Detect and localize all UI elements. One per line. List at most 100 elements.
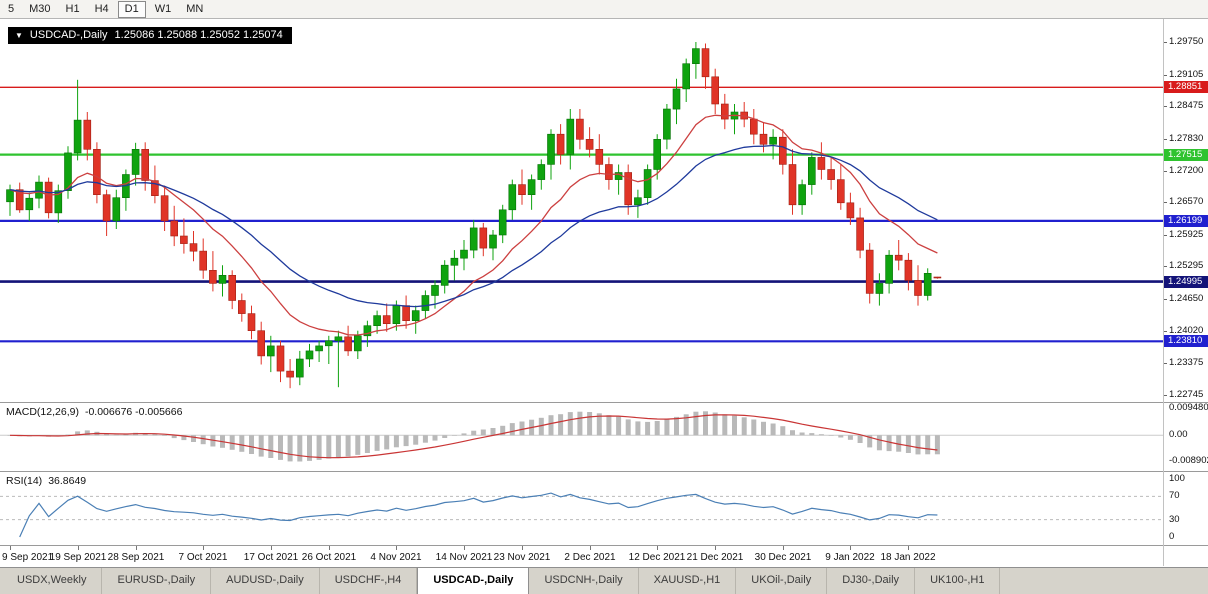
time-axis-tick — [10, 546, 11, 550]
panel-separator[interactable] — [0, 402, 1208, 403]
time-axis-label: 14 Nov 2021 — [435, 552, 493, 563]
price-axis-tick — [1164, 171, 1167, 172]
tab-usdcad-daily[interactable]: USDCAD-,Daily — [417, 568, 530, 594]
time-axis-tick — [590, 546, 591, 550]
price-axis-tick — [1164, 139, 1167, 140]
price-axis-tick — [1164, 202, 1167, 203]
price-axis-label: 1.23375 — [1169, 357, 1204, 369]
tab-uk100-h1[interactable]: UK100-,H1 — [915, 568, 1001, 594]
price-axis-tick — [1164, 266, 1167, 267]
rsi-name: RSI(14) — [6, 475, 43, 487]
time-axis-label: 9 Sep 2021 — [2, 552, 54, 563]
tab-usdx-weekly[interactable]: USDX,Weekly — [2, 568, 103, 594]
macd-axis-label: 0.009480 — [1169, 402, 1208, 413]
dropdown-arrow-icon[interactable]: ▼ — [15, 30, 23, 40]
tab-xauusd-h1[interactable]: XAUUSD-,H1 — [639, 568, 737, 594]
time-axis-label: 19 Sep 2021 — [49, 552, 107, 563]
price-axis-label: 1.24650 — [1169, 293, 1204, 304]
price-tag[interactable]: 1.24995 — [1164, 276, 1208, 288]
rsi-axis-label: 0 — [1169, 531, 1175, 542]
macd-values: -0.006676 -0.005666 — [84, 406, 183, 418]
rsi-canvas — [0, 492, 1163, 538]
chart-tab-bar: USDX,Weekly EURUSD-,Daily AUDUSD-,Daily USD… — [0, 567, 1208, 594]
price-chart-panel[interactable]: ▼ USDCAD-,Daily 1.25086 1.25088 1.25052 … — [0, 19, 1163, 402]
tab-audusd-daily[interactable]: AUDUSD-,Daily — [211, 568, 320, 594]
time-axis-tick — [136, 546, 137, 550]
price-tag[interactable]: 1.26199 — [1164, 215, 1208, 227]
timeframe-button-h1[interactable]: H1 — [65, 2, 80, 15]
price-axis-tick — [1164, 235, 1167, 236]
time-axis-label: 7 Oct 2021 — [178, 552, 228, 563]
time-axis-tick — [522, 546, 523, 550]
rsi-axis-label: 30 — [1169, 514, 1180, 525]
macd-label: MACD(12,26,9) -0.006676 -0.005666 — [6, 406, 188, 418]
symbol-name: USDCAD-,Daily — [29, 29, 108, 41]
time-axis-tick — [396, 546, 397, 550]
time-axis-tick — [329, 546, 330, 550]
rsi-line — [19, 492, 938, 538]
price-axis-label: 1.27200 — [1169, 164, 1204, 176]
macd-axis-label: 0.00 — [1169, 429, 1188, 440]
time-axis-label: 30 Dec 2021 — [754, 552, 812, 563]
price-tag[interactable]: 1.28851 — [1164, 81, 1208, 93]
tab-ukoil-daily[interactable]: UKOil-,Daily — [736, 568, 828, 594]
price-axis-label: 1.25925 — [1169, 228, 1204, 240]
price-axis-tick — [1164, 42, 1167, 43]
time-axis-label: 17 Oct 2021 — [243, 552, 299, 563]
price-axis-label: 1.26570 — [1169, 196, 1204, 208]
price-axis-label: 1.27830 — [1169, 132, 1204, 144]
timeframe-button-mn[interactable]: MN — [186, 2, 204, 15]
macd-panel[interactable]: MACD(12,26,9) -0.006676 -0.005666 — [0, 403, 1163, 471]
tab-eurusd-daily[interactable]: EURUSD-,Daily — [102, 568, 212, 594]
panel-separator[interactable] — [0, 471, 1208, 472]
price-axis-tick — [1164, 75, 1167, 76]
time-axis-label: 18 Jan 2022 — [880, 552, 936, 563]
price-axis-label: 1.28475 — [1169, 100, 1204, 112]
macd-signal-line — [9, 414, 938, 459]
price-axis-tick — [1164, 106, 1167, 107]
time-axis-label: 23 Nov 2021 — [493, 552, 551, 563]
time-axis-tick — [657, 546, 658, 550]
time-axis: 9 Sep 2021 19 Sep 2021 28 Sep 2021 7 Oct 20… — [0, 546, 1163, 566]
time-axis-label: 2 Dec 2021 — [564, 552, 616, 563]
macd-canvas — [0, 411, 1163, 462]
ma-fast-line — [9, 114, 938, 336]
timeframe-button-h4[interactable]: H4 — [94, 2, 109, 15]
timeframe-button-m30[interactable]: M30 — [29, 2, 51, 15]
rsi-axis-label: 100 — [1169, 473, 1185, 484]
timeframe-toolbar: 5 M30 H1 H4 D1 W1 MN — [0, 0, 1208, 19]
time-axis-tick — [908, 546, 909, 550]
price-axis-label: 1.24020 — [1169, 324, 1204, 336]
price-axis: 1.29750 1.29105 1.28475 1.27830 1.27200 1.265… — [1164, 19, 1208, 567]
macd-axis-label: -0.008902 — [1169, 455, 1208, 466]
timeframe-button-5[interactable]: 5 — [8, 2, 15, 15]
time-axis-tick — [715, 546, 716, 550]
price-axis-divider — [1163, 19, 1164, 566]
rsi-axis-label: 70 — [1169, 490, 1180, 501]
price-axis-tick — [1164, 299, 1167, 300]
price-tag[interactable]: 1.27515 — [1164, 149, 1208, 161]
time-axis-label: 26 Oct 2021 — [301, 552, 357, 563]
price-axis-tick — [1164, 331, 1167, 332]
price-tag[interactable]: 1.23810 — [1164, 335, 1208, 347]
ohlc-values: 1.25086 1.25088 1.25052 1.25074 — [114, 29, 283, 41]
time-axis-tick — [78, 546, 79, 550]
macd-histogram — [7, 411, 940, 462]
rsi-value: 36.8649 — [48, 475, 87, 487]
time-axis-label: 28 Sep 2021 — [107, 552, 165, 563]
time-axis-label: 4 Nov 2021 — [370, 552, 422, 563]
timeframe-button-d1[interactable]: D1 — [117, 0, 146, 18]
rsi-panel[interactable]: RSI(14) 36.8649 — [0, 472, 1163, 545]
candlesticks-group — [6, 42, 942, 389]
tab-dj30-daily[interactable]: DJ30-,Daily — [827, 568, 916, 594]
time-axis-label: 21 Dec 2021 — [686, 552, 744, 563]
time-axis-tick — [783, 546, 784, 550]
price-axis-label: 1.29750 — [1169, 36, 1204, 47]
ma-slow-line — [9, 144, 938, 308]
tab-usdcnh-daily[interactable]: USDCNH-,Daily — [529, 568, 639, 594]
time-axis-label: 12 Dec 2021 — [628, 552, 686, 563]
timeframe-button-w1[interactable]: W1 — [154, 2, 172, 15]
price-chart-canvas[interactable] — [0, 19, 1163, 402]
rsi-label: RSI(14) 36.8649 — [6, 475, 92, 487]
tab-usdchf-h4[interactable]: USDCHF-,H4 — [320, 568, 418, 594]
